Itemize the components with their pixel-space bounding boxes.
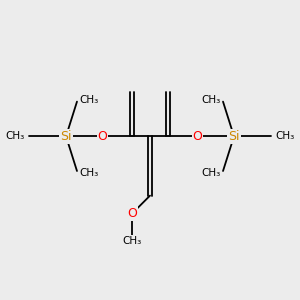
Text: O: O [98, 130, 107, 143]
Text: CH₃: CH₃ [275, 131, 294, 141]
Text: O: O [193, 130, 202, 143]
Text: CH₃: CH₃ [201, 95, 220, 105]
Text: CH₃: CH₃ [122, 236, 141, 246]
Text: O: O [127, 207, 137, 220]
Text: CH₃: CH₃ [6, 131, 25, 141]
Text: CH₃: CH₃ [201, 168, 220, 178]
Text: CH₃: CH₃ [80, 168, 99, 178]
Text: CH₃: CH₃ [80, 95, 99, 105]
Text: Si: Si [228, 130, 240, 143]
Text: Si: Si [60, 130, 72, 143]
